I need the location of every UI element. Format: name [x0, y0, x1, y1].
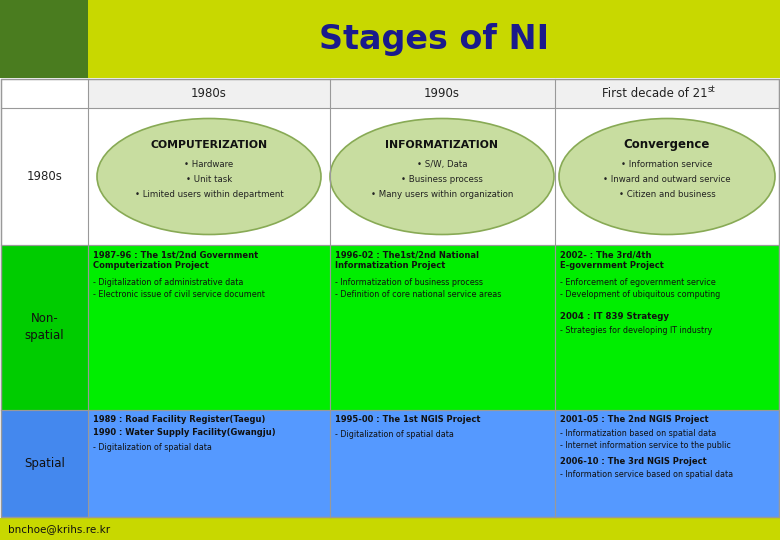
- Text: st: st: [707, 85, 714, 94]
- Text: - Digitalization of spatial data: - Digitalization of spatial data: [335, 430, 454, 439]
- Text: 2004 : IT 839 Strategy: 2004 : IT 839 Strategy: [560, 312, 669, 321]
- FancyBboxPatch shape: [1, 410, 88, 517]
- FancyBboxPatch shape: [1, 245, 88, 410]
- Ellipse shape: [97, 118, 321, 234]
- Text: 1996-02 : The1st/2nd National
Informatization Project: 1996-02 : The1st/2nd National Informatiz…: [335, 250, 479, 270]
- Text: - Digitalization of spatial data: - Digitalization of spatial data: [93, 443, 212, 452]
- FancyBboxPatch shape: [1, 410, 779, 517]
- Text: • S/W, Data: • S/W, Data: [417, 160, 467, 169]
- Text: - Strategies for developing IT industry: - Strategies for developing IT industry: [560, 326, 712, 335]
- Text: Stages of NI: Stages of NI: [319, 23, 549, 56]
- Text: - Electronic issue of civil service document: - Electronic issue of civil service docu…: [93, 290, 265, 299]
- FancyBboxPatch shape: [0, 0, 780, 78]
- Text: bnchoe@krihs.re.kr: bnchoe@krihs.re.kr: [8, 524, 110, 534]
- Text: 1980s: 1980s: [27, 170, 62, 183]
- Text: 2001-05 : The 2nd NGIS Project: 2001-05 : The 2nd NGIS Project: [560, 415, 708, 424]
- Text: • Many users within organization: • Many users within organization: [370, 190, 513, 199]
- Text: - Digitalization of administrative data: - Digitalization of administrative data: [93, 278, 243, 287]
- Text: 1987-96 : The 1st/2nd Government
Computerization Project: 1987-96 : The 1st/2nd Government Compute…: [93, 250, 258, 270]
- Text: • Unit task: • Unit task: [186, 175, 232, 184]
- Text: 1990s: 1990s: [424, 87, 460, 100]
- Text: Non-
spatial: Non- spatial: [25, 313, 64, 342]
- Text: - Information service based on spatial data: - Information service based on spatial d…: [560, 470, 733, 479]
- Ellipse shape: [559, 118, 775, 234]
- Text: • Limited users within department: • Limited users within department: [135, 190, 283, 199]
- Text: INFORMATIZATION: INFORMATIZATION: [385, 139, 498, 150]
- Text: - Informatization of business process: - Informatization of business process: [335, 278, 483, 287]
- Text: • Citizen and business: • Citizen and business: [619, 190, 715, 199]
- Text: 2006-10 : The 3rd NGIS Project: 2006-10 : The 3rd NGIS Project: [560, 457, 707, 466]
- Text: 1980s: 1980s: [191, 87, 227, 100]
- Text: - Enforcement of egovernment service: - Enforcement of egovernment service: [560, 278, 716, 287]
- FancyBboxPatch shape: [0, 518, 780, 540]
- Text: 2002- : The 3rd/4th
E-government Project: 2002- : The 3rd/4th E-government Project: [560, 250, 664, 270]
- Text: Spatial: Spatial: [24, 457, 65, 470]
- Text: • Inward and outward service: • Inward and outward service: [603, 175, 731, 184]
- Text: Convergence: Convergence: [624, 138, 710, 151]
- Text: - Informatization based on spatial data: - Informatization based on spatial data: [560, 429, 716, 438]
- Text: - Internet information service to the public: - Internet information service to the pu…: [560, 441, 731, 450]
- FancyBboxPatch shape: [0, 0, 88, 78]
- Text: • Business process: • Business process: [401, 175, 483, 184]
- FancyBboxPatch shape: [1, 245, 779, 410]
- Text: 1989 : Road Facility Register(Taegu): 1989 : Road Facility Register(Taegu): [93, 415, 265, 424]
- FancyBboxPatch shape: [88, 79, 779, 108]
- Text: - Development of ubiquitous computing: - Development of ubiquitous computing: [560, 290, 720, 299]
- Text: • Information service: • Information service: [622, 160, 713, 169]
- Ellipse shape: [330, 118, 554, 234]
- Text: 1995-00 : The 1st NGIS Project: 1995-00 : The 1st NGIS Project: [335, 415, 480, 424]
- Text: 1990 : Water Supply Facility(Gwangju): 1990 : Water Supply Facility(Gwangju): [93, 428, 275, 437]
- FancyBboxPatch shape: [0, 78, 780, 518]
- Text: • Hardware: • Hardware: [184, 160, 234, 169]
- Text: COMPUTERIZATION: COMPUTERIZATION: [151, 139, 268, 150]
- Text: First decade of 21: First decade of 21: [602, 87, 707, 100]
- Text: - Definition of core national service areas: - Definition of core national service ar…: [335, 290, 502, 299]
